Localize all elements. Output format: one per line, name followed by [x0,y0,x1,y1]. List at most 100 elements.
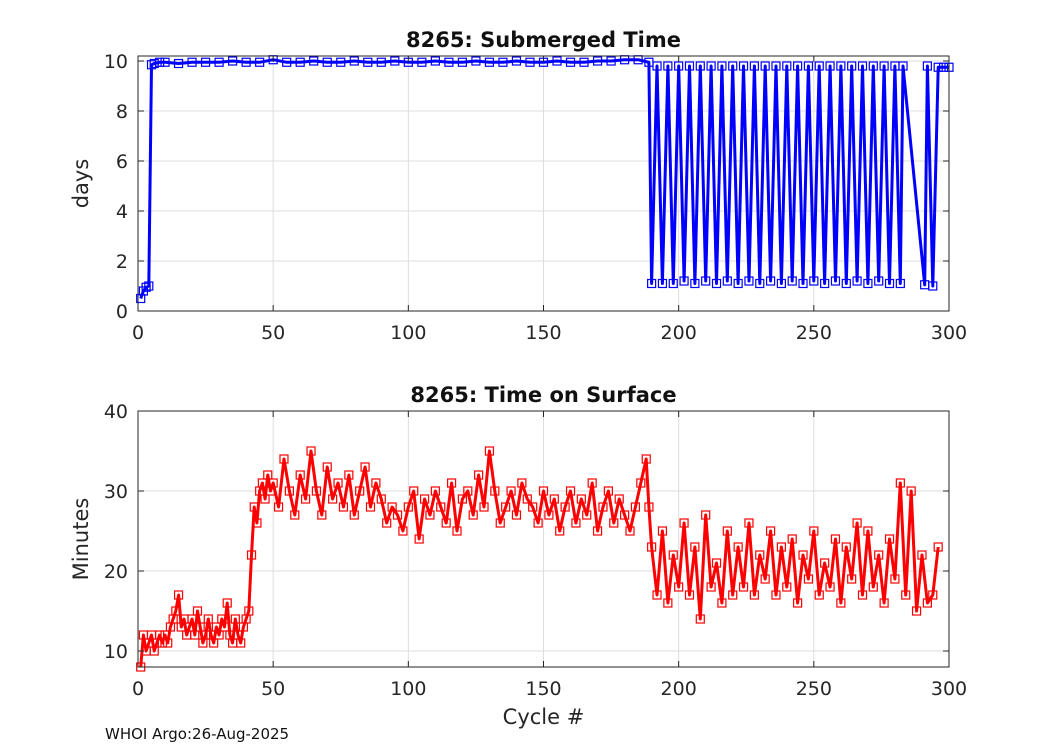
data-point [249,502,259,512]
data-point [857,590,868,600]
data-point [576,494,586,504]
data-point [928,590,938,600]
data-point [765,276,776,286]
data-point [360,462,370,472]
x-tick-label: 50 [261,678,285,700]
data-point [484,446,495,456]
data-point [173,58,184,69]
data-point [474,470,484,480]
data-point [219,622,230,632]
data-point [284,486,294,496]
data-point [392,510,403,520]
data-point [365,502,376,512]
data-point [171,606,181,616]
x-tick-label: 0 [132,678,144,700]
y-tick-label: 10 [104,51,128,73]
data-point [706,582,716,592]
data-point [933,62,943,72]
chart-2: 0 50 100 150 200 250 300 10 20 30 40 8265: Time on … [69,383,967,729]
data-point [446,478,457,488]
data-point [295,470,305,480]
data-point [538,486,549,496]
data-point [733,278,743,289]
data-point [825,582,835,592]
data-point [803,61,814,71]
data-point [728,590,738,600]
data-point [195,622,205,632]
data-point [187,57,197,67]
data-point [711,558,722,568]
data-point [787,534,797,544]
data-point [471,56,481,66]
data-point [511,56,522,66]
data-point [852,518,862,528]
data-point [528,502,538,512]
data-point [371,478,381,488]
data-point [338,502,349,512]
data-point [579,57,589,67]
data-point [755,278,765,289]
data-point [857,61,868,71]
data-point [852,276,862,286]
y-tick-label: 10 [104,641,128,663]
data-point [706,61,716,71]
data-point [333,478,343,488]
data-point [841,542,851,552]
data-point [895,278,905,289]
data-point [306,446,316,456]
data-point [701,510,711,520]
y-tick-label: 0 [116,301,128,323]
data-point [565,486,576,496]
data-point [657,278,668,289]
data-point [830,276,841,286]
data-point [863,526,873,536]
data-point [187,614,197,624]
data-point [606,56,616,66]
data-point [587,478,597,488]
data-point [444,57,454,67]
data-point [776,278,786,289]
data-point [355,486,365,496]
data-point [636,478,646,488]
data-point [895,478,905,488]
data-point [173,590,184,600]
data-point [549,494,559,504]
data-point [717,61,727,71]
data-point [209,638,219,648]
data-point [847,574,857,584]
data-point [328,494,338,504]
data-point [192,606,203,616]
data-point [565,57,576,67]
data-point [501,502,511,512]
data-point [647,542,657,552]
data-point [236,638,246,648]
data-point [771,590,781,600]
data-point [771,61,781,71]
data-point [582,510,592,520]
data-point [738,582,749,592]
data-point [498,57,508,67]
x-tick-label: 150 [525,322,561,344]
data-point [911,606,922,616]
data-point [230,614,240,624]
data-point [200,57,211,67]
data-point [511,510,522,520]
data-point [490,486,500,496]
data-point [652,590,662,600]
data-point [922,61,932,71]
data-point [657,526,668,536]
data-point [517,478,527,488]
data-point [571,518,581,528]
data-point [163,638,173,648]
data-point [728,61,738,71]
data-point [322,462,332,472]
data-point [214,57,224,67]
data-point [614,494,624,504]
data-point [592,526,603,536]
data-point [522,494,532,504]
data-point [592,56,603,66]
y-tick-label: 40 [104,401,128,423]
data-point [619,510,630,520]
data-point [425,510,435,520]
data-point [644,502,654,512]
